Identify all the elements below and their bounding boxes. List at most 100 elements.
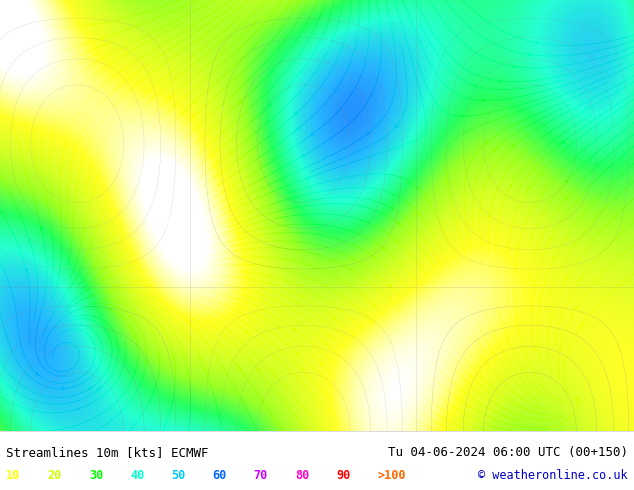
FancyArrowPatch shape bbox=[191, 116, 195, 119]
FancyArrowPatch shape bbox=[49, 104, 52, 107]
FancyArrowPatch shape bbox=[321, 363, 324, 366]
FancyArrowPatch shape bbox=[134, 146, 138, 149]
FancyArrowPatch shape bbox=[77, 408, 80, 411]
FancyArrowPatch shape bbox=[371, 319, 374, 322]
FancyArrowPatch shape bbox=[482, 99, 485, 102]
FancyArrowPatch shape bbox=[183, 354, 186, 358]
FancyArrowPatch shape bbox=[553, 255, 556, 259]
Text: 20: 20 bbox=[48, 469, 61, 482]
FancyArrowPatch shape bbox=[329, 335, 332, 338]
FancyArrowPatch shape bbox=[527, 186, 531, 190]
FancyArrowPatch shape bbox=[145, 359, 148, 363]
FancyArrowPatch shape bbox=[295, 112, 298, 115]
FancyArrowPatch shape bbox=[579, 323, 583, 327]
FancyArrowPatch shape bbox=[100, 37, 103, 39]
FancyArrowPatch shape bbox=[566, 275, 568, 279]
FancyArrowPatch shape bbox=[536, 41, 538, 44]
FancyArrowPatch shape bbox=[485, 141, 489, 144]
FancyArrowPatch shape bbox=[416, 187, 420, 190]
FancyArrowPatch shape bbox=[295, 352, 299, 355]
FancyArrowPatch shape bbox=[575, 306, 578, 309]
Text: >100: >100 bbox=[377, 469, 406, 482]
FancyArrowPatch shape bbox=[395, 124, 398, 128]
FancyArrowPatch shape bbox=[28, 240, 30, 244]
FancyArrowPatch shape bbox=[306, 176, 309, 179]
FancyArrowPatch shape bbox=[115, 86, 119, 89]
FancyArrowPatch shape bbox=[417, 212, 420, 215]
FancyArrowPatch shape bbox=[40, 227, 42, 231]
FancyArrowPatch shape bbox=[340, 356, 344, 359]
FancyArrowPatch shape bbox=[365, 355, 368, 358]
FancyArrowPatch shape bbox=[293, 328, 296, 331]
FancyArrowPatch shape bbox=[332, 317, 335, 320]
FancyArrowPatch shape bbox=[190, 323, 193, 327]
FancyArrowPatch shape bbox=[475, 85, 478, 87]
FancyArrowPatch shape bbox=[77, 86, 80, 90]
FancyArrowPatch shape bbox=[108, 308, 112, 311]
FancyArrowPatch shape bbox=[36, 372, 39, 375]
Text: © weatheronline.co.uk: © weatheronline.co.uk bbox=[478, 469, 628, 482]
FancyArrowPatch shape bbox=[222, 129, 226, 133]
FancyArrowPatch shape bbox=[184, 136, 188, 139]
FancyArrowPatch shape bbox=[169, 96, 172, 99]
FancyArrowPatch shape bbox=[297, 127, 300, 130]
FancyArrowPatch shape bbox=[574, 242, 577, 245]
FancyArrowPatch shape bbox=[462, 115, 465, 118]
FancyArrowPatch shape bbox=[62, 388, 65, 390]
Text: 30: 30 bbox=[89, 469, 103, 482]
FancyArrowPatch shape bbox=[488, 214, 491, 218]
FancyArrowPatch shape bbox=[39, 98, 42, 102]
FancyArrowPatch shape bbox=[366, 132, 370, 135]
FancyArrowPatch shape bbox=[91, 23, 94, 26]
FancyArrowPatch shape bbox=[380, 344, 383, 347]
FancyArrowPatch shape bbox=[145, 91, 148, 94]
FancyArrowPatch shape bbox=[512, 145, 515, 148]
Text: 80: 80 bbox=[295, 469, 309, 482]
FancyArrowPatch shape bbox=[394, 239, 398, 242]
FancyArrowPatch shape bbox=[566, 179, 569, 183]
FancyArrowPatch shape bbox=[199, 356, 202, 359]
FancyArrowPatch shape bbox=[238, 100, 242, 104]
FancyArrowPatch shape bbox=[373, 304, 376, 307]
FancyArrowPatch shape bbox=[246, 331, 249, 334]
FancyArrowPatch shape bbox=[500, 80, 503, 82]
FancyArrowPatch shape bbox=[25, 269, 28, 273]
FancyArrowPatch shape bbox=[514, 65, 517, 68]
FancyArrowPatch shape bbox=[271, 370, 274, 374]
FancyArrowPatch shape bbox=[172, 355, 175, 359]
FancyArrowPatch shape bbox=[397, 308, 401, 311]
FancyArrowPatch shape bbox=[131, 118, 134, 121]
Text: 70: 70 bbox=[254, 469, 268, 482]
FancyArrowPatch shape bbox=[77, 112, 80, 116]
FancyArrowPatch shape bbox=[97, 389, 100, 392]
FancyArrowPatch shape bbox=[114, 103, 117, 106]
FancyArrowPatch shape bbox=[382, 247, 385, 250]
FancyArrowPatch shape bbox=[44, 73, 47, 76]
FancyArrowPatch shape bbox=[564, 197, 567, 201]
Text: Tu 04-06-2024 06:00 UTC (00+150): Tu 04-06-2024 06:00 UTC (00+150) bbox=[387, 446, 628, 459]
FancyArrowPatch shape bbox=[391, 207, 394, 210]
FancyArrowPatch shape bbox=[517, 245, 519, 249]
FancyArrowPatch shape bbox=[549, 236, 552, 240]
FancyArrowPatch shape bbox=[302, 154, 305, 157]
FancyArrowPatch shape bbox=[446, 181, 450, 184]
FancyArrowPatch shape bbox=[494, 147, 497, 150]
Text: 10: 10 bbox=[6, 469, 20, 482]
FancyArrowPatch shape bbox=[562, 141, 565, 144]
FancyArrowPatch shape bbox=[372, 256, 375, 259]
FancyArrowPatch shape bbox=[528, 53, 531, 56]
FancyArrowPatch shape bbox=[509, 184, 512, 188]
FancyArrowPatch shape bbox=[268, 104, 271, 107]
FancyArrowPatch shape bbox=[397, 222, 400, 225]
FancyArrowPatch shape bbox=[89, 387, 92, 390]
FancyArrowPatch shape bbox=[389, 285, 392, 288]
Text: 90: 90 bbox=[336, 469, 350, 482]
FancyArrowPatch shape bbox=[238, 367, 241, 370]
Text: Streamlines 10m [kts] ECMWF: Streamlines 10m [kts] ECMWF bbox=[6, 446, 209, 459]
FancyArrowPatch shape bbox=[158, 352, 160, 356]
FancyArrowPatch shape bbox=[311, 133, 314, 136]
FancyArrowPatch shape bbox=[301, 369, 304, 372]
Text: 50: 50 bbox=[171, 469, 185, 482]
Text: 60: 60 bbox=[212, 469, 226, 482]
FancyArrowPatch shape bbox=[230, 150, 233, 153]
